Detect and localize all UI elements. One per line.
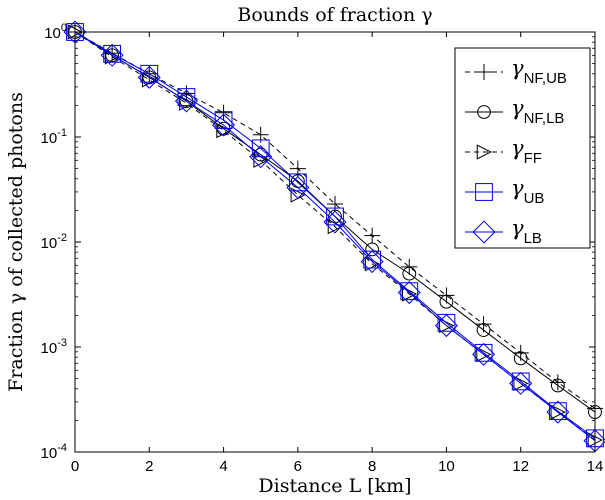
data-point-triangle-right [179, 95, 195, 111]
x-tick-label: 4 [219, 458, 227, 475]
data-point-square [177, 88, 196, 106]
data-point-circle [513, 351, 528, 366]
y-axis-ticks: 100 10-1 10-2 10-3 10-4 [41, 22, 595, 462]
x-tick-label: 6 [294, 458, 302, 475]
data-point-square [103, 44, 122, 63]
data-point-circle [402, 266, 417, 281]
data-point-diamond [100, 43, 124, 67]
legend-entry: γUB [465, 176, 544, 207]
legend-entry: γNF,LB [465, 96, 564, 127]
series-line [74, 31, 596, 439]
data-point-square [288, 173, 307, 192]
data-point-triangle-right [550, 404, 566, 420]
series-lb [63, 20, 605, 453]
data-point-diamond [323, 210, 347, 234]
data-point-triangle-right [476, 144, 492, 160]
x-tick-label: 10 [438, 458, 455, 475]
data-point-circle [439, 294, 454, 309]
data-point-diamond [509, 371, 533, 395]
legend-entry: γLB [465, 216, 542, 247]
data-point-plus [364, 227, 381, 244]
x-axis-ticks: 0 2 4 6 8 10 12 14 [71, 32, 604, 475]
series-line [74, 31, 596, 409]
legend-label: γFF [511, 136, 542, 167]
data-point-diamond [546, 400, 570, 424]
y-tick-label: 10-1 [41, 127, 67, 147]
data-point-circle [365, 242, 380, 257]
series-line [74, 31, 596, 442]
legend-label: γNF,UB [511, 56, 567, 87]
x-axis-label: Distance L [km] [258, 475, 411, 497]
y-axis-label: Fraction γ of collected photons [5, 92, 27, 392]
data-point-square [326, 207, 344, 226]
data-point-square [140, 64, 159, 83]
data-point-triangle-right [513, 375, 529, 392]
data-point-diamond [397, 281, 421, 305]
y-tick-label: 100 [44, 22, 67, 42]
legend-entry: γNF,UB [465, 56, 567, 87]
x-tick-label: 14 [587, 458, 604, 475]
data-point-square [475, 183, 493, 201]
data-point-diamond [174, 89, 198, 113]
data-point-triangle-right [476, 346, 492, 363]
x-tick-label: 2 [145, 458, 153, 475]
legend-label: γNF,LB [511, 96, 564, 127]
data-point-triangle-right [216, 123, 232, 139]
data-point-square [548, 402, 567, 421]
x-tick-label: 0 [71, 458, 79, 475]
y-tick-label: 10-3 [41, 337, 67, 357]
data-point-plus [476, 64, 492, 80]
data-point-plus [215, 104, 232, 121]
legend-label: γLB [511, 216, 542, 247]
data-point-diamond [286, 176, 310, 200]
data-point-triangle-right [141, 72, 158, 88]
legend-label: γUB [511, 176, 544, 207]
data-point-circle [476, 323, 491, 337]
y-tick-label: 10-2 [41, 232, 67, 252]
legend-entry: γFF [465, 136, 542, 167]
data-point-square [474, 343, 493, 362]
x-tick-label: 12 [512, 458, 529, 475]
data-point-square [400, 282, 419, 301]
data-point-diamond [249, 145, 273, 169]
data-point-diamond [472, 342, 496, 366]
data-point-diamond [434, 314, 458, 338]
data-point-triangle-right [364, 256, 381, 272]
data-point-circle [477, 105, 491, 119]
data-point-circle [550, 378, 565, 393]
data-point-diamond [472, 220, 496, 244]
x-tick-label: 8 [368, 458, 376, 475]
chart-title: Bounds of fraction γ [237, 4, 432, 26]
data-point-diamond [360, 250, 384, 274]
data-point-diamond [212, 113, 236, 137]
data-point-plus [327, 196, 343, 213]
data-point-diamond [137, 65, 161, 89]
legend: γNF,UB γNF,LB γFF γUB γLB [454, 47, 591, 249]
y-tick-label: 10-4 [41, 442, 67, 462]
